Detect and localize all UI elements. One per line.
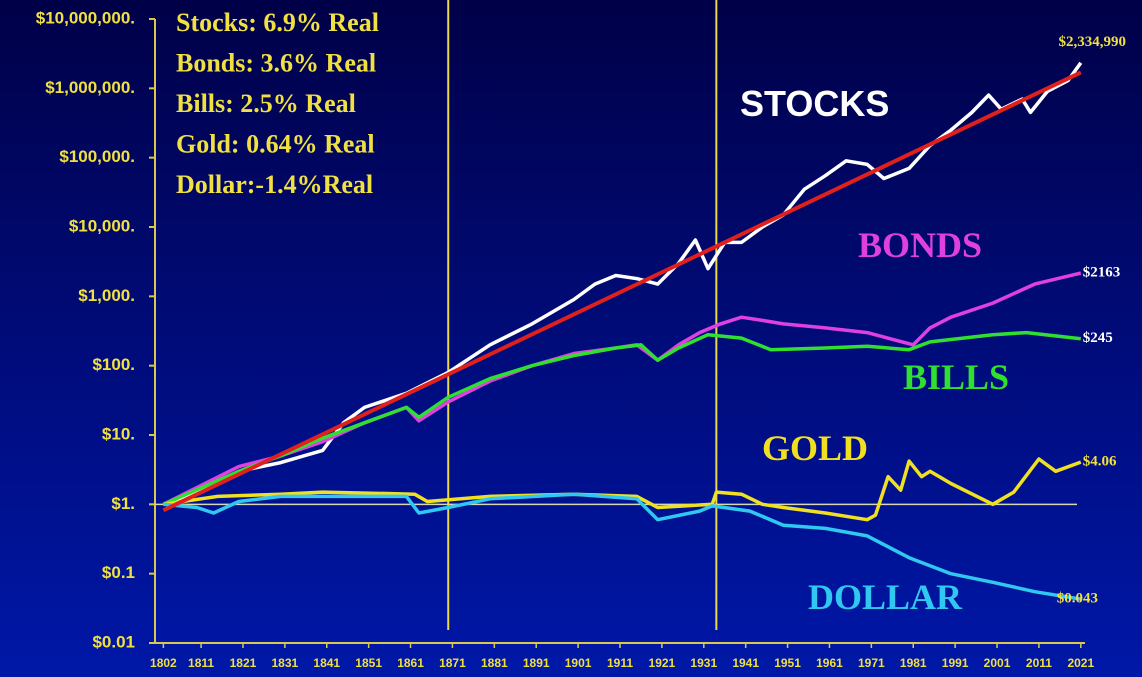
series-label: BILLS [903,357,1009,397]
series-line [163,457,1082,522]
annotation: Gold: 0.64% Real [176,130,375,159]
y-tick-label: $0.1 [102,563,135,582]
y-tick-label: $10,000. [69,216,135,235]
y-tick-label: $1,000. [78,286,135,305]
series-label: DOLLAR [808,577,963,617]
x-tick-label: 1971 [858,656,885,670]
end-label: $4.06 [1083,454,1117,470]
x-tick-label: 1831 [272,656,299,670]
series-line [163,492,1082,601]
series-line [162,330,1081,506]
x-tick-label: 1941 [732,656,759,670]
x-tick-label: 1851 [355,656,382,670]
x-tick-label: 1921 [649,656,676,670]
end-label: $2163 [1083,265,1121,281]
y-tick-label: $10,000,000. [36,8,135,27]
x-tick-label: 1841 [313,656,340,670]
x-tick-label: 1901 [565,656,592,670]
x-tick-label: 1861 [397,656,424,670]
x-tick-label: 1871 [439,656,466,670]
series-label: STOCKS [740,83,889,124]
y-tick-label: $0.01 [92,632,135,651]
trend-line [162,70,1082,513]
annotation: Bills: 2.5% Real [176,89,356,118]
x-tick-label: 1931 [690,656,717,670]
x-tick-label: 1961 [816,656,843,670]
series-label: BONDS [858,225,982,265]
end-label: $245 [1083,330,1113,346]
end-label: $2,334,990 [1059,34,1127,50]
y-tick-label: $10. [102,424,135,443]
y-tick-label: $100. [92,355,135,374]
x-tick-label: 2011 [1026,656,1052,670]
end-label: $0.043 [1057,591,1098,607]
x-tick-label: 1802 [150,656,177,670]
annotation: Dollar:-1.4%Real [176,170,373,199]
series-label: GOLD [762,428,868,468]
x-tick-label: 1991 [942,656,969,670]
y-tick-label: $1. [111,494,135,513]
x-tick-label: 1981 [900,656,927,670]
annotation: Stocks: 6.9% Real [176,8,379,37]
x-tick-label: 1951 [774,656,801,670]
x-tick-label: 2021 [1067,656,1094,670]
x-tick-label: 1811 [188,656,214,670]
x-tick-label: 1891 [523,656,550,670]
y-tick-label: $100,000. [59,147,135,166]
x-tick-label: 1821 [230,656,257,670]
y-tick-label: $1,000,000. [45,78,135,97]
x-tick-label: 1911 [607,656,633,670]
x-tick-label: 2001 [984,656,1011,670]
x-tick-label: 1881 [481,656,508,670]
annotation: Bonds: 3.6% Real [176,49,376,78]
